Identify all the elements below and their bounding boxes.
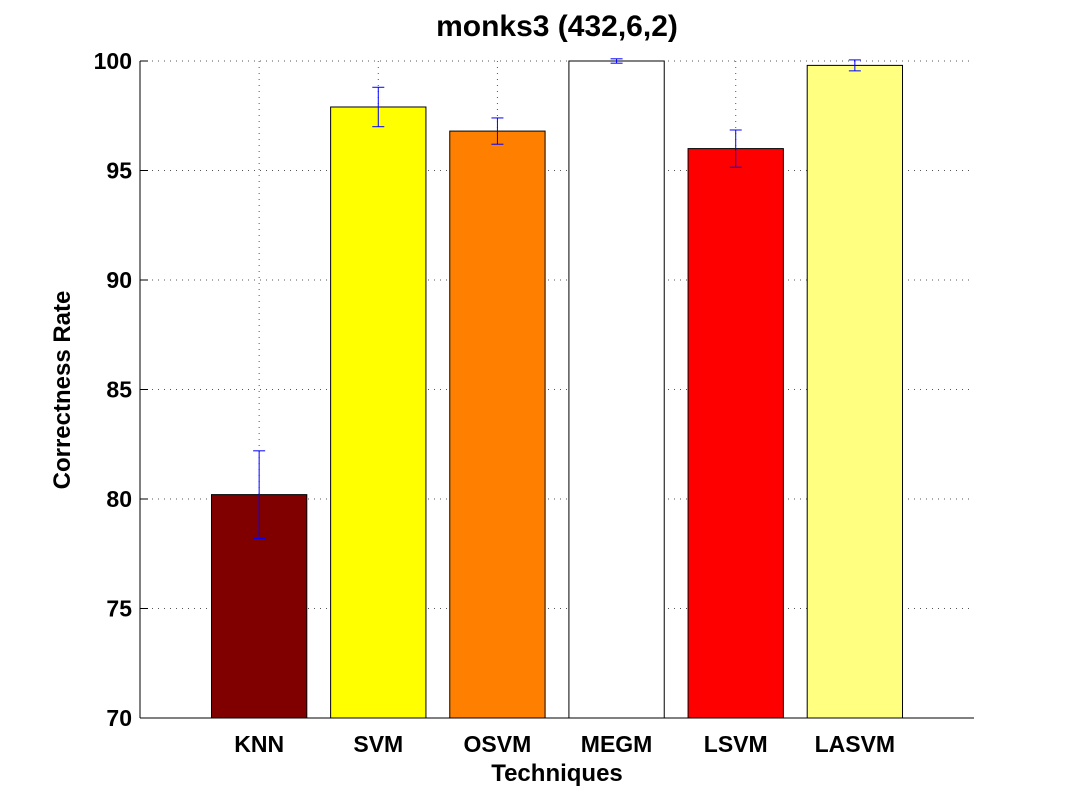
y-tick-label: 95 [106,158,132,184]
error-bar-lsvm [729,129,742,168]
x-tick-label: OSVM [464,731,532,757]
x-tick-label: LASVM [815,731,896,757]
error-bar-svm [372,86,385,128]
y-axis-label: Correctness Rate [49,291,76,490]
bar-svm [330,106,427,719]
error-bar-knn [253,450,266,539]
y-tick-label: 100 [94,48,132,74]
error-bars [253,58,861,539]
axes [139,60,974,719]
x-axis-label: Techniques [491,760,623,787]
x-tick-label: KNN [234,731,284,757]
x-tick-labels: KNN SVM OSVM MEGM LSVM LASVM [234,731,895,757]
bar-lsvm [687,148,784,719]
y-tick-label: 85 [106,377,132,403]
error-bar-osvm [491,117,504,145]
y-tick-labels: 70 75 80 85 90 95 100 [94,48,133,731]
bar-megm [568,60,665,719]
y-tick-label: 80 [106,486,132,512]
bar-osvm [449,130,546,719]
bar-lasvm [806,64,904,719]
error-bar-megm [610,58,623,64]
x-tick-label: LSVM [704,731,768,757]
bars [210,60,904,719]
x-tick-label: MEGM [581,731,653,757]
y-tick-label: 90 [106,267,132,293]
chart-title: monks3 (432,6,2) [436,10,678,43]
y-tick-label: 70 [106,705,132,731]
y-tick-label: 75 [106,596,132,622]
error-bar-lasvm [848,59,861,72]
x-tick-label: SVM [353,731,403,757]
